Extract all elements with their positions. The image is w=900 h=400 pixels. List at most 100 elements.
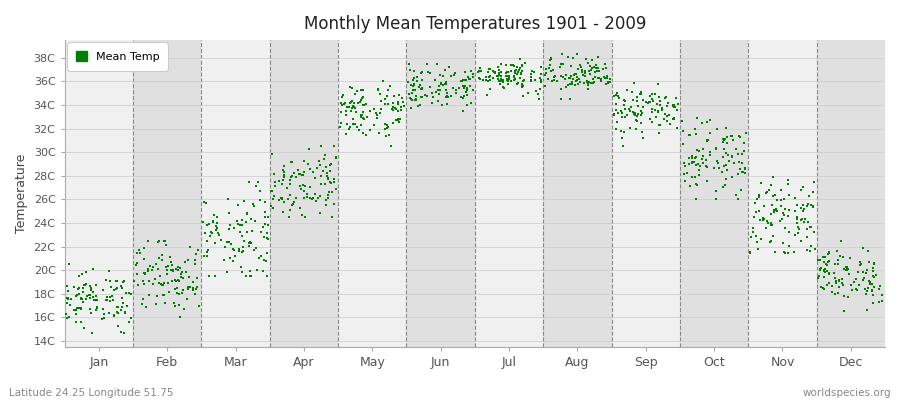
Point [806,202,820,209]
Point [818,254,832,260]
Point [83,306,97,312]
Point [319,202,333,208]
Point [83,295,97,302]
Point [717,135,732,142]
Point [407,75,421,81]
Point [860,248,875,255]
Point [231,221,246,227]
Point [345,97,359,104]
Point [68,318,83,325]
Point [856,269,870,275]
Point [190,284,204,290]
Point [143,263,157,270]
Point [415,85,429,91]
Point [515,84,529,90]
Point [222,239,237,245]
Bar [748,40,816,347]
Point [60,296,75,303]
Point [614,127,628,134]
Point [228,253,242,259]
Point [775,216,789,222]
Point [343,84,357,90]
Point [354,112,368,118]
Point [386,120,400,126]
Point [836,308,850,315]
Point [448,87,463,93]
Point [636,104,651,110]
Point [61,288,76,295]
Point [660,118,674,124]
Point [107,312,122,318]
Point [359,100,374,107]
Point [67,307,81,314]
Point [127,278,141,284]
Point [349,109,364,115]
Point [482,66,497,73]
Point [511,68,526,75]
Point [572,62,587,68]
Point [538,72,553,78]
Point [814,265,828,271]
Point [867,284,881,290]
Point [111,310,125,316]
Point [662,100,676,106]
Point [199,200,213,206]
Point [159,242,174,248]
Point [817,259,832,266]
Point [660,113,674,120]
Point [465,71,480,77]
Point [818,266,832,272]
Point [338,112,353,118]
Point [731,171,745,178]
Point [162,289,176,295]
Point [538,69,553,76]
Point [294,172,309,178]
Point [789,214,804,220]
Point [90,305,104,311]
Point [537,82,552,89]
Point [265,151,279,158]
Point [327,179,341,185]
Point [435,102,449,109]
Point [788,249,802,255]
Point [455,82,470,89]
Point [719,176,733,182]
Point [832,252,847,259]
Point [781,177,796,183]
Point [790,219,805,226]
Point [274,181,289,188]
Point [631,111,645,117]
Point [650,101,664,108]
Point [239,210,254,216]
Point [482,73,496,80]
Point [756,214,770,221]
Point [718,125,733,131]
Point [283,176,297,183]
Point [524,78,538,84]
Point [526,69,541,75]
Point [355,87,369,93]
Point [89,307,104,313]
Point [524,77,538,83]
Point [459,89,473,96]
Point [357,102,372,109]
Point [700,137,715,143]
Point [183,283,197,290]
Point [163,254,177,260]
Point [392,116,406,122]
Point [868,261,882,267]
Point [150,266,165,272]
Point [276,162,291,169]
Point [107,313,122,319]
Point [322,179,337,186]
Point [200,249,214,255]
Point [515,80,529,87]
Point [487,69,501,76]
Point [301,161,315,167]
Point [729,192,743,198]
Point [458,82,473,89]
Point [502,75,517,82]
Point [342,126,356,132]
Point [750,196,764,202]
Point [103,294,117,300]
